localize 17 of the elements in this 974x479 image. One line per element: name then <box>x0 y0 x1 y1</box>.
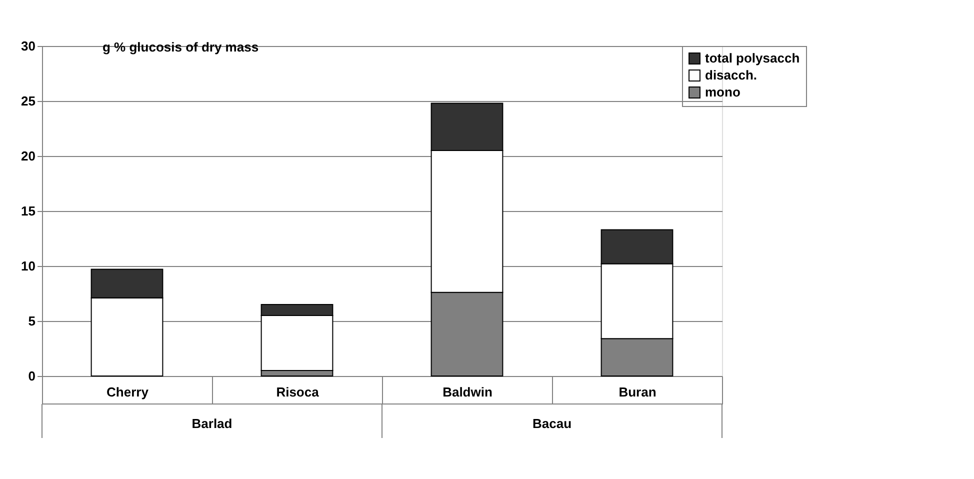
x-tick-label: Cherry <box>106 384 150 400</box>
legend-label: mono <box>705 84 740 100</box>
x-tick-label: Baldwin <box>442 384 492 400</box>
y-tick-label: 25 <box>21 94 36 108</box>
y-tick-label: 30 <box>21 38 36 54</box>
y-tick-label: 5 <box>28 314 36 328</box>
legend-label: disacch. <box>705 68 758 82</box>
x-tick-label: Buran <box>618 384 656 400</box>
legend-label: total polysacch <box>705 50 800 66</box>
y-tick-label: 10 <box>21 258 36 274</box>
x-tick-label: Risoca <box>276 384 320 400</box>
y-axis-title: g % glucosis of dry mass <box>102 40 259 54</box>
y-tick-label: 20 <box>21 148 36 164</box>
y-tick-label: 0 <box>28 368 36 384</box>
text: Barlad <box>192 416 232 431</box>
y-tick-label: 15 <box>21 204 36 218</box>
text: Bacau <box>532 416 572 431</box>
